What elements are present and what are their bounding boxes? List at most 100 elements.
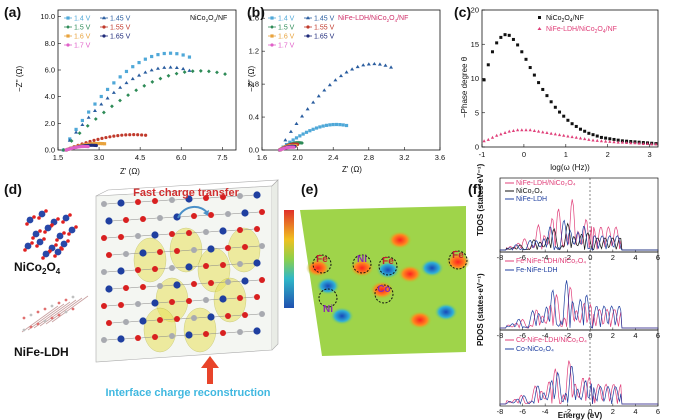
data-point (143, 70, 148, 74)
panel-a-yticks: 0.0 2.0 4.0 6.0 8.0 10.0 (40, 12, 61, 155)
slab-atom (169, 265, 175, 271)
slab-bond (247, 313, 260, 316)
xtick-label: 2.0 (292, 153, 302, 162)
slab-atom (140, 284, 146, 290)
slab-bond (106, 304, 119, 307)
data-point (136, 133, 140, 137)
atom (43, 307, 47, 311)
data-point (620, 140, 624, 144)
data-point (490, 50, 494, 54)
xtick-label: 6 (656, 331, 660, 340)
data-point (80, 118, 84, 123)
slab-atom (203, 229, 209, 235)
data-point (175, 52, 179, 56)
data-point (641, 141, 645, 145)
slab-atom (241, 277, 249, 285)
xtick-label: -4 (542, 407, 549, 416)
data-point (507, 129, 511, 133)
slab-atom (157, 317, 163, 323)
slab-atom (191, 247, 197, 253)
data-point (174, 65, 179, 69)
slab-atom (220, 262, 226, 268)
slab-bond (111, 253, 124, 256)
atom-o (41, 256, 45, 260)
data-point (524, 57, 528, 61)
panel-a-ylabel: −Z'' (Ω) (15, 66, 24, 92)
slab-atom (169, 231, 175, 237)
panel-c-ylabel: −Phase degree θ (460, 56, 469, 118)
data-point (86, 115, 91, 119)
data-point (616, 138, 620, 142)
ytick-label: 10.0 (40, 12, 55, 21)
legend-label: 1.55 V (110, 24, 131, 31)
data-point (288, 129, 293, 133)
ytick-label: 0.4 (249, 113, 259, 122)
data-point (490, 135, 495, 139)
atom (29, 325, 33, 329)
atom-o (30, 241, 34, 245)
data-point (288, 140, 292, 144)
legend-marker (66, 16, 70, 20)
slab-bond (242, 262, 255, 265)
slab-bond (213, 247, 226, 250)
data-point (92, 138, 96, 142)
slab-atom (151, 231, 159, 239)
slab-bond (191, 333, 204, 336)
data-point (156, 53, 160, 57)
nico2o4-crystal-image (16, 208, 78, 260)
atom-co (62, 214, 70, 222)
data-point (144, 133, 148, 137)
slab-bond (145, 217, 158, 220)
slab-bond (213, 281, 226, 284)
data-point (583, 129, 587, 133)
data-point (181, 53, 185, 57)
atom-o (32, 215, 36, 219)
slab-atom (253, 327, 261, 335)
slab-bond (191, 197, 204, 200)
slab-atom (253, 259, 261, 267)
data-point (69, 139, 74, 143)
data-point (557, 133, 562, 137)
slab-bond (191, 299, 204, 302)
atom-o (60, 247, 64, 251)
slab-bond (157, 335, 170, 338)
legend-f3b: Co-NiCo₂O₄ (516, 346, 554, 353)
data-point (131, 65, 135, 69)
panel-c-xlabel: log(ω (Hz)) (550, 163, 590, 172)
slab-atom (106, 320, 112, 326)
bond-line (33, 301, 71, 329)
legend-label: 1.5 V (74, 24, 91, 31)
atom (57, 301, 61, 305)
data-point (570, 135, 574, 139)
legend-label: 1.6 V (74, 33, 91, 40)
data-point (528, 66, 532, 70)
data-point (116, 134, 120, 138)
panel-e-label: (e) (301, 181, 318, 197)
slab-atom (101, 337, 107, 343)
xtick-label: 2.4 (328, 153, 338, 162)
slab-atom (191, 213, 197, 219)
data-point (574, 135, 578, 139)
slab-bond (174, 198, 187, 201)
data-point (190, 69, 195, 74)
panel-b-title: NiFe-LDH/NiCo2O4/NF (338, 15, 408, 23)
atom-o (35, 244, 39, 248)
data-point (495, 133, 499, 137)
atom (71, 307, 75, 311)
data-point (124, 80, 129, 85)
xtick-label: 6 (656, 407, 660, 416)
slab-atom (118, 234, 124, 240)
data-point (124, 133, 128, 137)
data-point (85, 123, 90, 128)
slab-atom (241, 209, 249, 217)
pdos-curve (500, 365, 658, 405)
data-point (331, 122, 335, 127)
atom-co (56, 232, 64, 240)
data-point (366, 62, 371, 66)
slab-bond (242, 296, 255, 299)
xtick-label: 2 (611, 253, 615, 262)
slab-bond (162, 284, 175, 287)
data-point (583, 137, 587, 141)
data-point (321, 124, 325, 128)
